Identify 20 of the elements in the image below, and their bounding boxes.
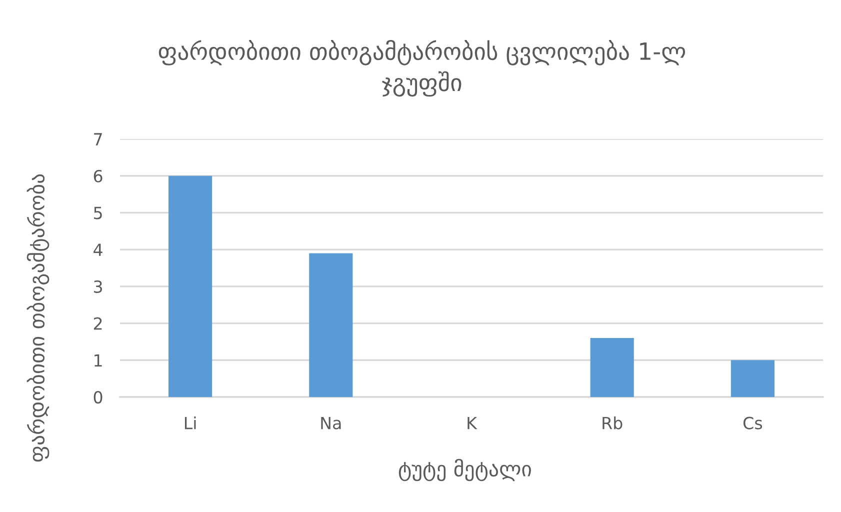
y-tick-label: 3 bbox=[94, 280, 102, 293]
y-tick-label: 6 bbox=[94, 170, 102, 182]
y-tick-label: 0 bbox=[94, 390, 102, 404]
y-tick-label: 5 bbox=[94, 206, 102, 220]
bar bbox=[590, 338, 634, 397]
y-tick-label: 2 bbox=[94, 317, 102, 330]
y-tick-label: 7 bbox=[94, 133, 102, 146]
bar bbox=[309, 253, 353, 397]
bar bbox=[168, 176, 212, 397]
x-tick-label: Na bbox=[321, 416, 341, 430]
x-tick-label: Li bbox=[184, 416, 196, 430]
x-tick-label: K bbox=[468, 416, 478, 430]
x-tick-label: Cs bbox=[743, 416, 762, 430]
y-tick-label: 4 bbox=[94, 244, 102, 256]
x-tick-label: Rb bbox=[602, 416, 622, 430]
bar bbox=[730, 360, 774, 397]
chart-title: ფარდობითი თბოგამტარობის ცვლილება 1-ლ ჯგუფში bbox=[158, 40, 686, 97]
x-axis-title: ტუტე მეტალი bbox=[398, 458, 531, 482]
y-tick-label: 1 bbox=[94, 354, 102, 366]
y-axis-title: ფარდობითი თბოგამტარობა bbox=[26, 174, 50, 462]
